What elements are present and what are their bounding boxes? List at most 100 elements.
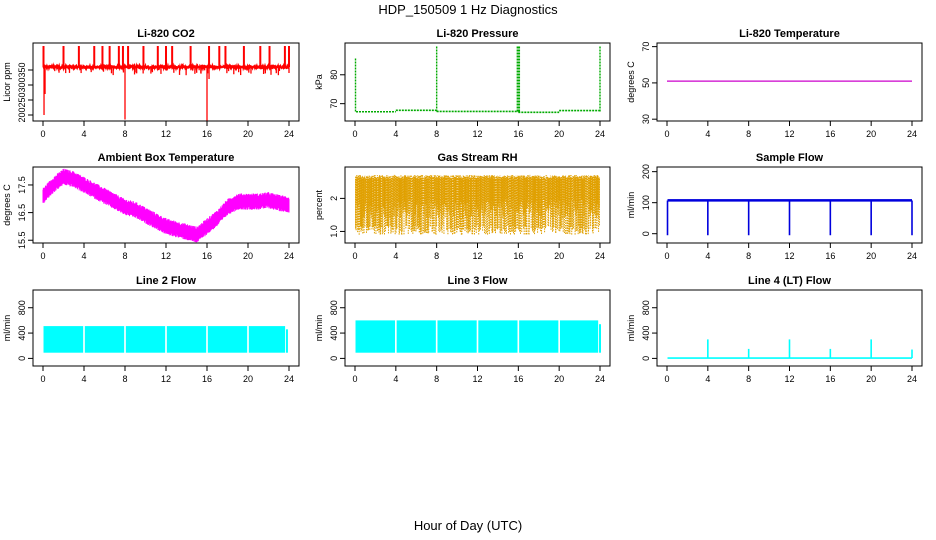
flow-block: [396, 320, 436, 353]
y-axis-label: kPa: [314, 74, 324, 90]
flow-block: [478, 320, 518, 353]
x-tick-label: 8: [434, 374, 439, 384]
y-axis-label: degrees C: [626, 61, 636, 103]
plot-data: [667, 339, 913, 359]
y-axis-label: ml/min: [626, 315, 636, 342]
x-tick-label: 0: [40, 129, 45, 139]
y-tick-label: 250: [17, 92, 27, 107]
chart-panel-1: Li-820 CO2 Licor ppm 0 4 8 12 16 20 24 2002503003…: [2, 28, 300, 139]
chart-panel-4: Ambient Box Temperature degrees C 0 4 8 12 16 2…: [2, 152, 300, 261]
x-tick-label: 4: [81, 129, 86, 139]
x-tick-label: 24: [907, 374, 917, 384]
x-tick-label: 20: [554, 251, 564, 261]
x-tick-label: 8: [434, 251, 439, 261]
x-tick-label: 20: [866, 374, 876, 384]
x-tick-label: 16: [513, 129, 523, 139]
chart-panel-6: Sample Flow ml/min 0 4 8 12 16 20 24 0 100 200: [626, 152, 923, 261]
x-tick-label: 8: [746, 374, 751, 384]
x-tick-label: 20: [554, 374, 564, 384]
y-tick-label: 800: [17, 300, 27, 315]
x-tick-label: 8: [746, 129, 751, 139]
figure-title: HDP_150509 1 Hz Diagnostics: [378, 2, 558, 17]
y-tick-label: 15.5: [17, 231, 27, 249]
panel-title: Li-820 Pressure: [437, 28, 519, 40]
x-tick-label: 24: [595, 251, 605, 261]
y-tick-label: 50: [641, 78, 651, 88]
y-tick-label: 70: [641, 42, 651, 52]
x-tick-label: 16: [202, 129, 212, 139]
x-tick-label: 24: [595, 129, 605, 139]
y-tick-label: 0: [329, 356, 339, 361]
x-tick-label: 8: [122, 129, 127, 139]
plot-data: [42, 168, 290, 243]
x-tick-label: 0: [352, 251, 357, 261]
chart-panel-3: Li-820 Temperature degrees C 0 4 8 12 16 20 24 30…: [626, 28, 923, 139]
plot-data: [355, 174, 600, 235]
x-tick-label: 20: [866, 129, 876, 139]
x-tick-label: 16: [825, 129, 835, 139]
plot-data: [666, 199, 913, 236]
flow-block: [519, 320, 559, 353]
x-tick-label: 4: [393, 129, 398, 139]
panel-title: Li-820 Temperature: [739, 28, 840, 40]
x-tick-label: 24: [284, 129, 294, 139]
x-tick-label: 16: [825, 374, 835, 384]
y-tick-label: 300: [17, 77, 27, 92]
x-tick-label: 0: [40, 374, 45, 384]
flow-block: [437, 320, 477, 353]
chart-panel-8: Line 3 Flow ml/min 0 4 8 12 16 20 24 0 400 800: [314, 275, 611, 384]
y-tick-label: 17.5: [17, 176, 27, 194]
y-tick-label: 70: [329, 99, 339, 109]
x-tick-label: 12: [472, 374, 482, 384]
chart-panel-9: Line 4 (LT) Flow ml/min 0 4 8 12 16 20 24 0 400 800: [626, 275, 923, 384]
y-tick-label: 0: [641, 356, 651, 361]
y-tick-label: 30: [641, 114, 651, 124]
chart-panel-7: Line 2 Flow ml/min 0 4 8 12 16 20 24 0 400 800: [2, 275, 300, 384]
panel-title: Line 2 Flow: [136, 275, 196, 287]
x-tick-label: 20: [243, 251, 253, 261]
x-tick-label: 0: [352, 374, 357, 384]
y-tick-label: 80: [329, 70, 339, 80]
y-tick-label: 800: [329, 300, 339, 315]
flow-block: [559, 320, 599, 353]
x-tick-label: 4: [393, 374, 398, 384]
x-tick-label: 20: [866, 251, 876, 261]
chart-panel-5: Gas Stream RH percent 0 4 8 12 16 20 24 1.0 2: [314, 152, 611, 261]
y-axis-label: degrees C: [2, 184, 12, 226]
x-tick-label: 12: [784, 251, 794, 261]
x-tick-label: 24: [284, 374, 294, 384]
plot-data: [43, 326, 288, 353]
x-tick-label: 20: [243, 129, 253, 139]
panel-title: Li-820 CO2: [137, 28, 194, 40]
x-tick-label: 16: [825, 251, 835, 261]
x-tick-label: 4: [81, 374, 86, 384]
y-tick-label: 200: [641, 164, 651, 179]
x-tick-label: 4: [705, 374, 710, 384]
y-axis-label: ml/min: [2, 315, 12, 342]
y-tick-label: 0: [17, 356, 27, 361]
x-tick-label: 12: [784, 129, 794, 139]
y-tick-label: 200: [17, 107, 27, 122]
x-tick-label: 12: [161, 251, 171, 261]
y-tick-label: 800: [641, 300, 651, 315]
x-tick-label: 4: [705, 251, 710, 261]
x-tick-label: 12: [472, 129, 482, 139]
plot-box: [344, 42, 611, 122]
panel-title: Gas Stream RH: [437, 152, 517, 164]
flow-block: [84, 326, 125, 353]
x-tick-label: 12: [161, 374, 171, 384]
x-tick-label: 24: [284, 251, 294, 261]
flow-block: [166, 326, 207, 353]
y-tick-label: 400: [17, 326, 27, 341]
x-tick-label: 12: [161, 129, 171, 139]
flow-block: [248, 326, 286, 353]
x-tick-label: 4: [81, 251, 86, 261]
chart-panel-2: Li-820 Pressure kPa 0 4 8 12 16 20 24 70 80: [314, 28, 611, 139]
x-tick-label: 0: [352, 129, 357, 139]
x-tick-label: 4: [705, 129, 710, 139]
flow-block: [43, 326, 84, 353]
plot-data: [42, 46, 290, 121]
plot-box: [656, 42, 923, 122]
x-tick-label: 4: [393, 251, 398, 261]
y-tick-label: 1.0: [329, 225, 339, 238]
